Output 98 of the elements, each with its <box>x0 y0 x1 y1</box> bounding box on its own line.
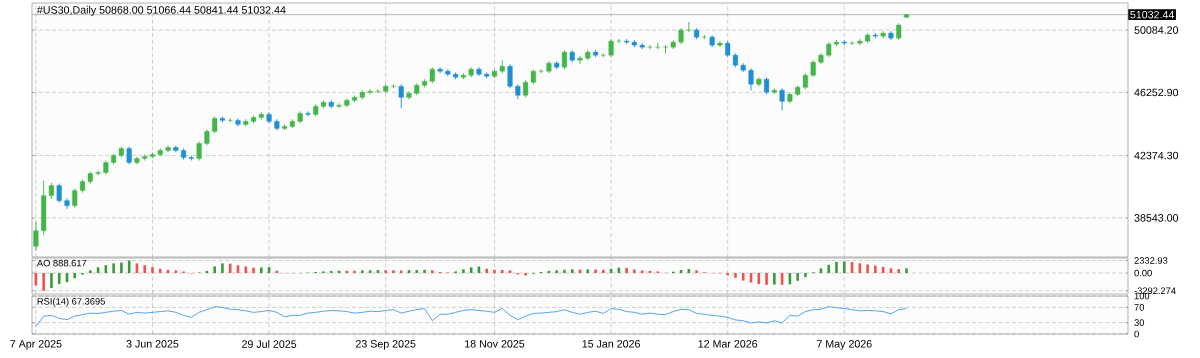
bar <box>329 271 333 274</box>
bar <box>73 273 77 279</box>
bar <box>353 270 356 274</box>
y-tick-label: 50084.20 <box>1134 26 1179 34</box>
y-tick-label: 0 <box>1134 330 1139 338</box>
y-tick-label: 70 <box>1134 304 1145 311</box>
bar <box>765 273 768 285</box>
candlestick <box>64 197 70 210</box>
candlestick <box>305 110 311 117</box>
chart-title: RSI(14) 67.3695 <box>37 297 105 307</box>
candlestick <box>437 66 443 74</box>
candlestick <box>507 63 513 89</box>
bar <box>594 269 597 274</box>
bar <box>757 273 761 285</box>
bar <box>213 266 216 274</box>
x-tick-label: 18 Nov 2025 <box>465 340 525 348</box>
candlestick <box>561 49 567 70</box>
bar <box>866 264 869 274</box>
y-tick-label: 2332.93 <box>1134 257 1168 264</box>
bar <box>804 273 807 277</box>
bar <box>493 269 496 274</box>
chart-title: AO 888.617 <box>36 259 87 267</box>
y-tick-label: 38543.00 <box>1134 214 1179 222</box>
bar <box>695 270 698 274</box>
x-tick-label: 7 May 2026 <box>816 340 872 350</box>
bar <box>423 269 426 274</box>
candlestick <box>748 67 754 91</box>
bar <box>897 269 900 274</box>
candlestick <box>367 88 373 95</box>
candlestick <box>647 44 653 50</box>
x-tick-label: 15 Jan 2026 <box>582 340 640 348</box>
bar <box>158 268 162 274</box>
bar <box>244 266 248 274</box>
candlestick <box>538 68 544 74</box>
bar <box>431 270 434 274</box>
bar <box>773 273 776 285</box>
bar <box>143 265 147 274</box>
y-tick-label: 100 <box>1134 292 1150 300</box>
bar <box>726 273 729 276</box>
bar <box>602 269 605 274</box>
candlestick <box>375 88 381 94</box>
bar <box>112 263 115 274</box>
bar <box>415 270 419 274</box>
bar <box>399 270 403 274</box>
bar <box>50 273 53 289</box>
bar <box>462 269 465 274</box>
bar <box>586 269 590 274</box>
x-tick-label: 29 Jul 2025 <box>242 340 297 348</box>
candlestick <box>398 83 404 109</box>
candlestick <box>608 38 614 58</box>
candlestick <box>56 183 62 204</box>
x-tick-label: 12 Mar 2026 <box>698 340 758 348</box>
candlestick <box>779 87 785 111</box>
bar <box>874 265 877 274</box>
candlestick <box>336 102 342 109</box>
bar <box>500 269 504 274</box>
x-tick-label: 23 Sep 2025 <box>355 340 416 350</box>
bar <box>221 263 224 274</box>
candlestick <box>577 55 583 65</box>
y-tick-label: 46252.90 <box>1134 88 1179 97</box>
bar <box>570 269 574 274</box>
bar <box>835 261 838 274</box>
bar <box>485 268 489 274</box>
y-tick-label: 30 <box>1134 319 1145 326</box>
candlestick <box>196 140 202 161</box>
bar <box>120 262 123 274</box>
y-tick-label: 0.00 <box>1134 269 1152 277</box>
bar <box>734 273 737 278</box>
bar <box>361 270 364 274</box>
bar <box>563 269 566 274</box>
bar <box>392 270 395 274</box>
x-tick-label: 3 Jun 2025 <box>126 340 179 348</box>
bar <box>228 263 232 274</box>
bar <box>89 270 92 274</box>
candlestick <box>616 38 622 44</box>
ref-line-label: 51032.44 <box>1130 10 1175 19</box>
bar <box>741 273 745 281</box>
bar <box>384 270 387 274</box>
y-tick-label: -3292.274 <box>1134 287 1176 295</box>
y-tick-label: 42374.30 <box>1134 151 1179 160</box>
bar <box>555 270 558 274</box>
bar <box>827 264 831 274</box>
bar <box>842 261 846 274</box>
candlestick <box>72 188 78 209</box>
bar <box>252 267 255 274</box>
bar <box>57 273 61 285</box>
bar <box>633 269 636 274</box>
bar <box>524 273 527 276</box>
candlestick <box>849 40 855 46</box>
x-tick-label: 7 Apr 2025 <box>10 340 62 350</box>
bar <box>151 267 154 274</box>
bar <box>905 268 908 274</box>
candlestick <box>33 221 39 252</box>
bar <box>796 273 799 281</box>
bar <box>260 267 263 274</box>
bar <box>42 273 45 291</box>
bar <box>625 267 628 274</box>
chart-title: #US30,Daily 50868.00 51066.44 50841.44 51032.44 <box>36 5 286 16</box>
